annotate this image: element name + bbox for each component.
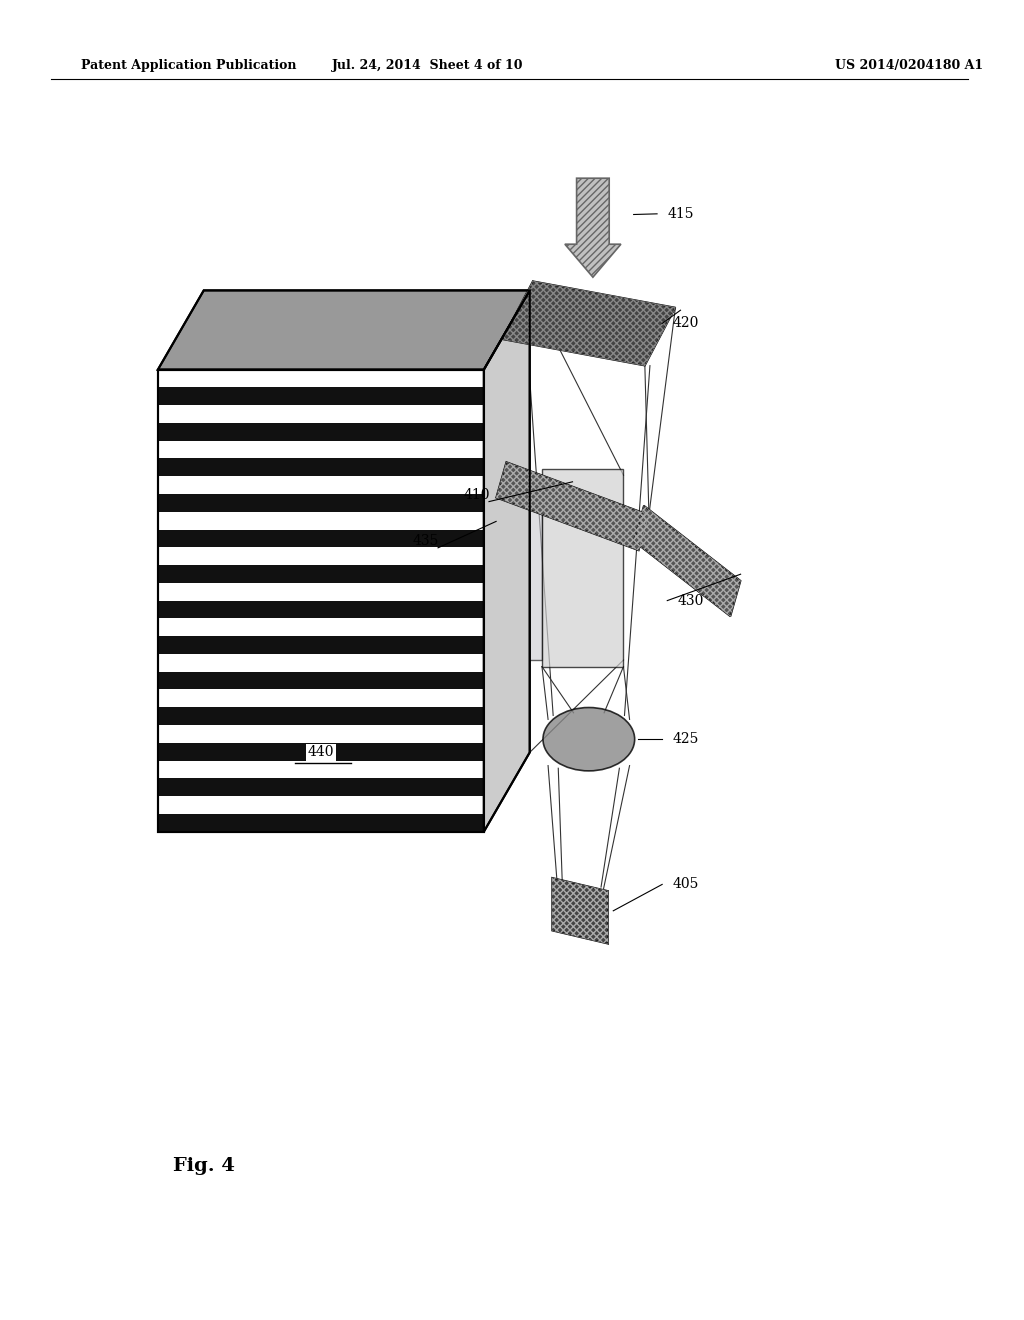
- Text: 425: 425: [673, 733, 698, 746]
- Text: 415: 415: [668, 207, 694, 220]
- Polygon shape: [158, 494, 484, 512]
- Polygon shape: [158, 387, 484, 405]
- Polygon shape: [542, 469, 624, 667]
- Polygon shape: [158, 422, 484, 441]
- Polygon shape: [158, 708, 484, 725]
- Text: Fig. 4: Fig. 4: [173, 1156, 236, 1175]
- Ellipse shape: [543, 708, 635, 771]
- Polygon shape: [158, 779, 484, 796]
- Text: Jul. 24, 2014  Sheet 4 of 10: Jul. 24, 2014 Sheet 4 of 10: [332, 59, 523, 73]
- Text: 430: 430: [678, 594, 703, 607]
- Polygon shape: [492, 475, 542, 660]
- Polygon shape: [158, 529, 484, 548]
- Polygon shape: [158, 458, 484, 477]
- Polygon shape: [158, 601, 484, 618]
- Text: Patent Application Publication: Patent Application Publication: [82, 59, 297, 73]
- Text: 405: 405: [673, 878, 698, 891]
- Polygon shape: [496, 462, 649, 550]
- Polygon shape: [552, 878, 608, 944]
- Polygon shape: [158, 743, 484, 760]
- Polygon shape: [502, 281, 676, 366]
- Polygon shape: [634, 506, 740, 616]
- Text: US 2014/0204180 A1: US 2014/0204180 A1: [836, 59, 983, 73]
- Polygon shape: [158, 290, 529, 370]
- Polygon shape: [158, 672, 484, 689]
- Polygon shape: [158, 370, 484, 832]
- Polygon shape: [158, 636, 484, 653]
- Text: 420: 420: [673, 317, 698, 330]
- Text: 440: 440: [307, 746, 334, 759]
- Polygon shape: [484, 290, 529, 832]
- Polygon shape: [565, 178, 621, 277]
- Polygon shape: [158, 565, 484, 583]
- Text: 410: 410: [464, 488, 490, 502]
- Text: 435: 435: [413, 535, 439, 548]
- Polygon shape: [158, 814, 484, 832]
